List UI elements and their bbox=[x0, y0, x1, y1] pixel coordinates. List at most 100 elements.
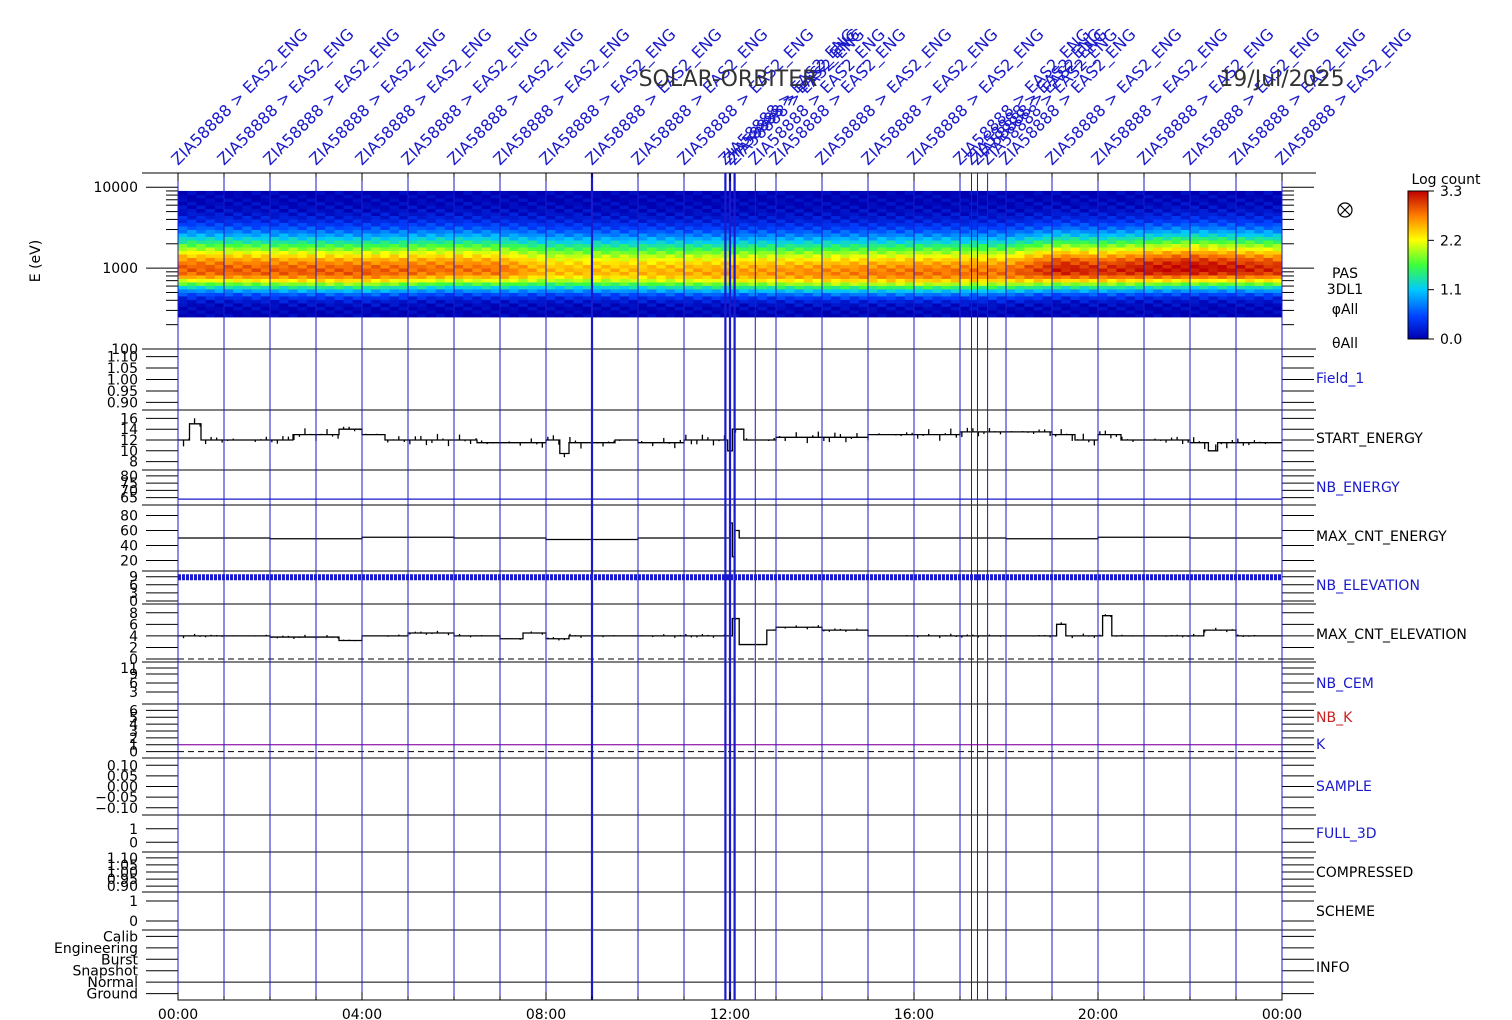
heatmap-cell bbox=[546, 288, 556, 293]
heatmap-cell bbox=[803, 309, 814, 314]
heatmap-cell bbox=[674, 285, 685, 290]
heatmap-cell bbox=[592, 229, 602, 234]
heatmap-cell bbox=[840, 243, 851, 248]
heatmap-cell bbox=[803, 288, 814, 293]
heatmap-cell bbox=[1015, 211, 1025, 217]
heatmap-cell bbox=[260, 253, 271, 258]
heatmap-cell bbox=[279, 306, 289, 311]
heatmap-cell bbox=[1245, 246, 1255, 251]
heatmap-cell bbox=[1144, 232, 1154, 237]
heatmap-cell bbox=[684, 309, 694, 314]
heatmap-cell bbox=[334, 229, 345, 234]
heatmap-cell bbox=[794, 302, 805, 307]
heatmap-cell bbox=[1199, 299, 1209, 304]
heatmap-cell bbox=[674, 243, 685, 248]
heatmap-cell bbox=[518, 299, 529, 304]
heatmap-cell bbox=[325, 271, 335, 276]
heatmap-cell bbox=[868, 281, 878, 286]
ytick-label: 0.10 bbox=[107, 758, 138, 774]
heatmap-cell bbox=[196, 260, 207, 265]
heatmap-cell bbox=[1061, 194, 1071, 199]
heatmap-cell bbox=[868, 218, 878, 224]
heatmap-cell bbox=[1153, 295, 1163, 300]
heatmap-cell bbox=[178, 197, 188, 203]
heatmap-cell bbox=[1061, 222, 1071, 227]
heatmap-cell bbox=[500, 253, 510, 258]
heatmap-cell bbox=[500, 204, 510, 210]
heatmap-cell bbox=[1125, 260, 1136, 265]
heatmap-cell bbox=[923, 229, 933, 234]
heatmap-cell bbox=[389, 246, 400, 251]
heatmap-cell bbox=[242, 271, 253, 276]
heatmap-cell bbox=[389, 302, 400, 307]
heatmap-cell bbox=[1190, 264, 1200, 269]
heatmap-cell bbox=[693, 215, 703, 220]
heatmap-cell bbox=[840, 309, 851, 314]
heatmap-cell bbox=[380, 236, 391, 241]
heatmap-cell bbox=[739, 295, 749, 300]
heatmap-cell bbox=[638, 250, 648, 255]
heatmap-cell bbox=[408, 281, 418, 286]
heatmap-cell bbox=[251, 229, 262, 234]
heatmap-cell bbox=[693, 253, 703, 258]
heatmap-cell bbox=[987, 204, 998, 210]
heatmap-cell bbox=[831, 292, 841, 297]
heatmap-cell bbox=[205, 281, 216, 286]
heatmap-cell bbox=[536, 204, 547, 210]
heatmap-cell bbox=[868, 278, 878, 283]
heatmap-cell bbox=[1282, 236, 1292, 240]
heatmap-cell bbox=[656, 309, 667, 314]
heatmap-cell bbox=[794, 313, 805, 318]
heatmap-cell bbox=[1245, 194, 1255, 199]
heatmap-cell bbox=[1226, 267, 1237, 272]
heatmap-cell bbox=[564, 204, 575, 210]
heatmap-cell bbox=[996, 253, 1007, 258]
heatmap-cell bbox=[555, 218, 565, 224]
heatmap-cell bbox=[297, 190, 308, 196]
heatmap-cell bbox=[352, 194, 363, 199]
heatmap-cell bbox=[509, 239, 519, 244]
heatmap-cell bbox=[270, 222, 280, 227]
heatmap-cell bbox=[435, 194, 446, 199]
heatmap-cell bbox=[297, 222, 308, 227]
heatmap-cell bbox=[693, 225, 703, 231]
heatmap-cell bbox=[1254, 306, 1265, 311]
heatmap-cell bbox=[886, 236, 897, 241]
ytick-label: 10000 bbox=[93, 180, 138, 196]
heatmap-cell bbox=[914, 201, 924, 206]
heatmap-cell bbox=[205, 225, 216, 231]
heatmap-cell bbox=[408, 299, 418, 304]
heatmap-cell bbox=[895, 278, 906, 283]
heatmap-cell bbox=[592, 243, 602, 248]
heatmap-cell bbox=[187, 201, 197, 206]
heatmap-cell bbox=[1153, 246, 1163, 251]
heatmap-cell bbox=[454, 278, 464, 283]
heatmap-cell bbox=[481, 204, 492, 210]
heatmap-cell bbox=[380, 299, 391, 304]
heatmap-cell bbox=[987, 201, 998, 206]
heatmap-cell bbox=[886, 243, 897, 248]
heatmap-cell bbox=[1070, 253, 1081, 258]
heatmap-cell bbox=[601, 201, 611, 206]
heatmap-cell bbox=[849, 232, 860, 237]
heatmap-cell bbox=[858, 278, 869, 283]
heatmap-cell bbox=[601, 271, 611, 276]
heatmap-cell bbox=[398, 285, 409, 290]
heatmap-cell bbox=[1052, 236, 1062, 241]
heatmap-cell bbox=[463, 281, 473, 286]
heatmap-cell bbox=[1162, 222, 1173, 227]
heatmap-cell bbox=[472, 288, 483, 293]
heatmap-cell bbox=[463, 285, 473, 290]
heatmap-cell bbox=[941, 250, 952, 255]
heatmap-cell bbox=[1024, 306, 1035, 311]
heatmap-cell bbox=[1134, 225, 1145, 231]
heatmap-cell bbox=[582, 267, 593, 272]
heatmap-cell bbox=[858, 215, 869, 220]
heatmap-cell bbox=[1052, 201, 1062, 206]
heatmap-cell bbox=[849, 239, 860, 244]
heatmap-cell bbox=[389, 197, 400, 203]
heatmap-cell bbox=[831, 299, 841, 304]
heatmap-cell bbox=[757, 204, 768, 210]
heatmap-cell bbox=[334, 194, 345, 199]
heatmap-cell bbox=[454, 246, 464, 251]
